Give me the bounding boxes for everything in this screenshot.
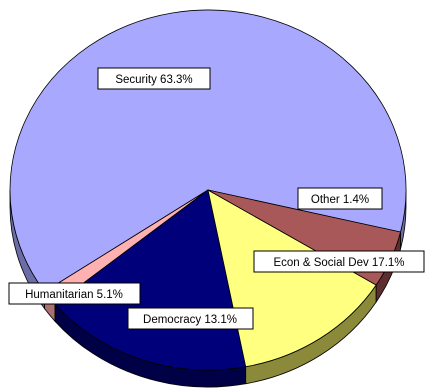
slice-label-democracy: Democracy 13.1% [127,307,254,330]
slice-label-other: Other 1.4% [297,187,383,210]
svg-text:Other 1.4%: Other 1.4% [311,194,369,206]
slice-label-humanitarian: Humanitarian 5.1% [8,282,141,305]
slice-label-security: Security 63.3% [97,67,211,90]
svg-text:Econ & Social Dev 17.1%: Econ & Social Dev 17.1% [273,257,404,269]
slice-label-econ-social-dev: Econ & Social Dev 17.1% [253,250,425,273]
svg-text:Security 63.3%: Security 63.3% [115,74,192,86]
svg-text:Humanitarian 5.1%: Humanitarian 5.1% [25,289,123,301]
pie-labels: Security 63.3% Other 1.4% Econ & Social … [8,67,425,330]
svg-text:Democracy 13.1%: Democracy 13.1% [143,314,237,326]
